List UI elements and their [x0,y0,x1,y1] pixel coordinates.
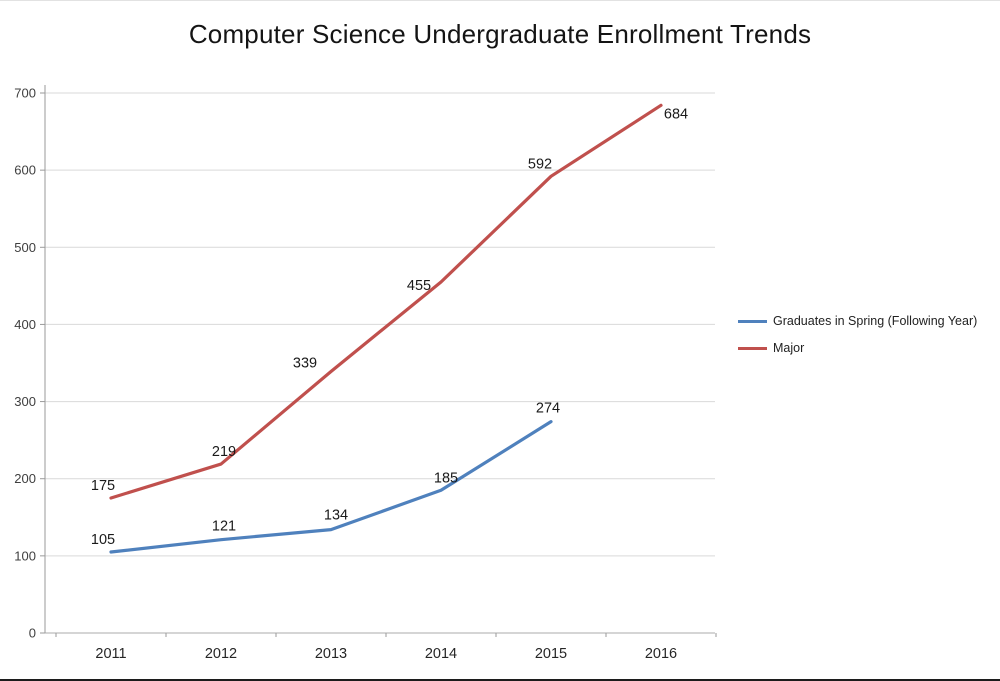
x-axis-label: 2014 [425,646,457,662]
x-axis-label: 2011 [95,646,126,662]
x-axis-label: 2012 [205,646,237,662]
data-label: 219 [212,444,236,460]
legend-item: Graduates in Spring (Following Year) [738,314,977,328]
data-label: 684 [664,106,688,122]
y-axis-tick-label: 400 [14,317,36,332]
y-axis-tick-label: 200 [14,471,36,486]
window-bottom-edge [0,679,1000,681]
data-label: 185 [434,470,458,486]
legend-swatch [738,319,767,323]
data-label: 455 [407,278,431,294]
data-label: 592 [528,156,552,172]
data-label: 105 [91,532,115,548]
y-axis-tick-label: 300 [14,394,36,409]
y-axis-tick-label: 100 [14,548,36,563]
x-axis-label: 2016 [645,646,677,662]
chart-title: Computer Science Undergraduate Enrollmen… [188,19,812,49]
x-axis-label: 2013 [315,646,347,662]
y-axis-tick-label: 700 [14,86,36,101]
x-axis-label: 2015 [535,646,567,662]
y-axis-tick-label: 500 [14,240,36,255]
legend: Graduates in Spring (Following Year) Majo… [738,314,977,355]
data-label: 274 [536,401,560,417]
y-axis-tick-label: 600 [14,163,36,178]
series-line-0 [109,420,553,554]
legend-item: Major [738,341,977,355]
data-label: 339 [293,355,317,371]
data-label: 121 [212,519,236,535]
data-label: 134 [324,508,348,524]
legend-swatch [738,346,767,350]
legend-label: Major [773,341,805,355]
series-line-1 [109,103,663,500]
y-axis-tick-label: 0 [29,626,36,641]
legend-label: Graduates in Spring (Following Year) [773,314,978,328]
data-label: 175 [91,478,115,494]
